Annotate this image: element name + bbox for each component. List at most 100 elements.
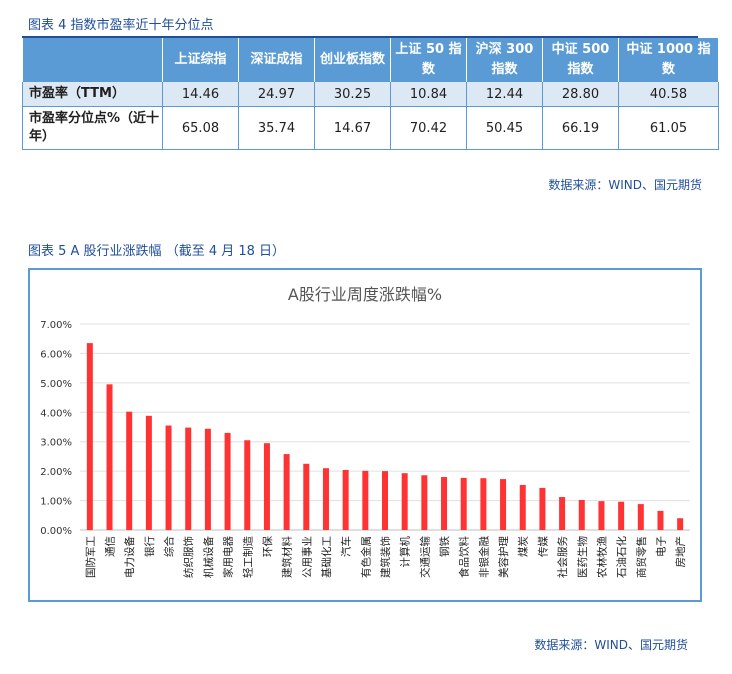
- table-header-cell: [22, 38, 163, 82]
- table-cell: 14.46: [162, 82, 239, 107]
- bar: [165, 425, 172, 530]
- source-note: 数据来源：WIND、国元期货: [534, 638, 688, 652]
- x-tick-label: 有色金属: [359, 536, 372, 578]
- y-tick-label: 3.00%: [40, 438, 72, 449]
- bar: [126, 411, 133, 530]
- table-row: 市盈率（TTM） 14.46 24.97 30.25 10.84 12.44 2…: [22, 82, 719, 107]
- x-tick-label: 农林牧渔: [595, 536, 608, 578]
- x-tick-label: 钢铁: [438, 536, 451, 557]
- chart-title: A股行业周度涨跌幅%: [288, 285, 442, 304]
- row-label: 市盈率分位点%（近十年）: [22, 106, 163, 150]
- figure-4-caption: 图表 4 指数市盈率近十年分位点: [28, 18, 214, 33]
- bar: [322, 468, 329, 530]
- table-cell: 35.74: [238, 106, 315, 150]
- row-label: 市盈率（TTM）: [22, 82, 163, 107]
- bar: [263, 443, 270, 530]
- x-tick-label: 综合: [163, 536, 176, 557]
- bar: [441, 477, 448, 530]
- y-tick-label: 6.00%: [40, 349, 72, 360]
- bar: [480, 478, 487, 530]
- table-header-cell: 深证成指: [238, 38, 315, 82]
- bar: [204, 428, 211, 530]
- x-tick-label: 基础化工: [320, 536, 333, 578]
- x-tick-label: 电子: [654, 536, 667, 557]
- table-cell: 70.42: [390, 106, 467, 150]
- bar: [224, 432, 231, 530]
- bar: [657, 510, 664, 530]
- x-tick-label: 轻工制造: [241, 536, 254, 578]
- x-tick-label: 建筑材料: [281, 536, 294, 578]
- table-cell: 24.97: [238, 82, 315, 107]
- bar: [598, 501, 605, 530]
- pe-percentile-table: 上证综指 深证成指 创业板指数 上证 50 指数 沪深 300 指数 中证 50…: [22, 38, 719, 150]
- x-tick-label: 公用事业: [300, 536, 313, 578]
- x-tick-label: 机械设备: [202, 536, 215, 578]
- bar: [342, 469, 349, 530]
- bar: [145, 415, 152, 530]
- table-header-row: 上证综指 深证成指 创业板指数 上证 50 指数 沪深 300 指数 中证 50…: [22, 38, 719, 82]
- bar: [244, 440, 251, 530]
- bar: [578, 499, 585, 530]
- x-tick-label: 医药生物: [576, 536, 589, 578]
- table-header-cell: 上证 50 指数: [390, 38, 467, 82]
- y-tick-label: 7.00%: [40, 320, 72, 331]
- x-tick-label: 环保: [261, 536, 274, 557]
- industry-returns-chart: A股行业周度涨跌幅% 0.00% 1.00% 2.00% 3.00% 4.00% 5.00%…: [40, 285, 690, 578]
- bar: [421, 475, 428, 530]
- bar: [618, 501, 625, 530]
- table-cell: 61.05: [618, 106, 719, 150]
- bar: [677, 518, 684, 530]
- bar: [637, 504, 644, 530]
- x-tick-label: 银行: [143, 536, 156, 557]
- bar: [283, 454, 290, 530]
- bar: [460, 477, 467, 530]
- table-cell: 12.44: [466, 82, 543, 107]
- y-tick-label: 5.00%: [40, 379, 72, 390]
- x-tick-label: 社会服务: [556, 536, 569, 578]
- x-tick-label: 交通运输: [418, 536, 431, 578]
- y-tick-label: 4.00%: [40, 408, 72, 419]
- x-tick-label: 国防军工: [84, 536, 97, 578]
- table-cell: 65.08: [162, 106, 239, 150]
- table-cell: 50.45: [466, 106, 543, 150]
- x-tick-label: 商贸零售: [635, 536, 648, 578]
- x-tick-label: 传媒: [536, 536, 549, 557]
- table-header-cell: 创业板指数: [314, 38, 391, 82]
- bar: [303, 463, 310, 530]
- caption-rule: [22, 36, 698, 38]
- bar: [362, 470, 369, 530]
- table-cell: 14.67: [314, 106, 391, 150]
- bar: [185, 427, 192, 530]
- x-tick-label: 电力设备: [123, 536, 136, 578]
- x-tick-label: 房地产: [674, 536, 687, 568]
- table-header-cell: 沪深 300 指数: [466, 38, 543, 82]
- table-cell: 10.84: [390, 82, 467, 107]
- x-tick-label: 纺织服饰: [182, 536, 195, 578]
- bar: [519, 484, 526, 530]
- bar: [539, 487, 546, 530]
- table-cell: 40.58: [618, 82, 719, 107]
- figure-5-caption: 图表 5 A 股行业涨跌幅 （截至 4 月 18 日）: [28, 244, 286, 259]
- table-header-cell: 中证 1000 指数: [618, 38, 719, 82]
- table-cell: 28.80: [542, 82, 619, 107]
- x-tick-label: 煤炭: [517, 536, 530, 557]
- x-tick-label: 家用电器: [222, 536, 235, 578]
- y-tick-label: 2.00%: [40, 467, 72, 478]
- source-note: 数据来源：WIND、国元期货: [548, 178, 702, 192]
- table-cell: 30.25: [314, 82, 391, 107]
- x-tick-label: 食品饮料: [458, 536, 471, 578]
- bar: [500, 479, 507, 530]
- y-tick-label: 0.00%: [40, 526, 72, 537]
- x-tick-label: 计算机: [399, 536, 412, 568]
- table-header-cell: 上证综指: [162, 38, 239, 82]
- bar: [106, 384, 113, 530]
- x-tick-label: 非银金融: [477, 536, 490, 578]
- table-header-cell: 中证 500 指数: [542, 38, 619, 82]
- y-tick-label: 1.00%: [40, 497, 72, 508]
- bar: [559, 497, 566, 530]
- table-cell: 66.19: [542, 106, 619, 150]
- x-tick-label: 美容护理: [497, 536, 510, 578]
- x-tick-label: 汽车: [340, 536, 353, 557]
- table-row: 市盈率分位点%（近十年） 65.08 35.74 14.67 70.42 50.…: [22, 106, 719, 150]
- chart-frame: A股行业周度涨跌幅% 0.00% 1.00% 2.00% 3.00% 4.00% 5.00%…: [28, 268, 702, 602]
